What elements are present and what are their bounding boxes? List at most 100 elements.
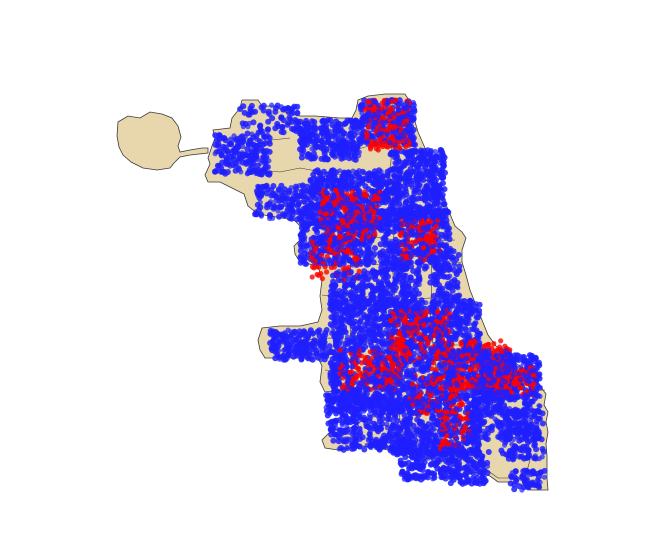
incident-point	[372, 422, 379, 429]
incident-point	[305, 151, 312, 158]
incident-point	[252, 108, 259, 115]
incident-point	[215, 141, 222, 148]
incident-point	[426, 195, 433, 202]
incident-point	[329, 297, 336, 304]
incident-point	[378, 339, 385, 346]
incident-point	[343, 364, 350, 371]
incident-point	[247, 137, 254, 144]
incident-point	[371, 245, 378, 252]
incident-point	[368, 403, 375, 410]
incident-point	[456, 263, 463, 270]
incident-point	[344, 341, 351, 347]
incident-point	[435, 287, 442, 294]
incident-point	[341, 130, 348, 137]
incident-point	[284, 121, 291, 128]
incident-point	[488, 424, 495, 431]
incident-point	[326, 343, 333, 350]
incident-point	[365, 177, 372, 184]
incident-point	[382, 241, 389, 248]
incident-point	[348, 182, 354, 189]
incident-point	[289, 208, 296, 215]
incident-point	[398, 387, 405, 394]
incident-point	[323, 327, 330, 333]
incident-point	[420, 188, 427, 195]
incident-point	[440, 201, 447, 208]
incident-point	[221, 135, 228, 142]
incident-point	[328, 314, 335, 321]
incident-point	[336, 329, 343, 336]
incident-point	[366, 170, 373, 177]
incident-point	[303, 137, 310, 143]
incident-point	[330, 367, 337, 373]
incident-point	[467, 298, 473, 304]
incident-point	[401, 412, 408, 418]
incident-point	[289, 125, 295, 132]
incident-point	[327, 305, 334, 312]
incident-point	[484, 409, 491, 416]
incident-point	[407, 443, 414, 450]
incident-point	[280, 352, 287, 359]
incident-point	[290, 353, 297, 360]
incident-point	[349, 323, 356, 330]
incident-point	[286, 189, 292, 196]
incident-point	[361, 446, 368, 453]
incident-point	[392, 412, 399, 419]
incident-point	[336, 417, 343, 424]
incident-point	[397, 268, 404, 275]
incident-point	[248, 102, 255, 109]
incident-point	[309, 346, 316, 353]
incident-point	[250, 119, 257, 126]
incident-point	[265, 118, 272, 125]
incident-point	[294, 103, 301, 110]
incident-point	[330, 278, 337, 285]
incident-point	[350, 278, 357, 285]
incident-point	[288, 107, 295, 114]
incident-point	[266, 148, 273, 155]
incident-point	[240, 103, 247, 110]
incident-point	[216, 162, 223, 169]
ohare-region	[116, 111, 209, 171]
incident-point	[413, 270, 420, 277]
incident-point	[279, 124, 286, 130]
incident-point	[278, 182, 285, 189]
incident-point	[274, 120, 281, 127]
incident-point	[303, 242, 310, 249]
incident-point	[332, 124, 339, 131]
incident-point	[253, 146, 260, 153]
incident-point	[425, 431, 432, 438]
incident-point	[280, 117, 287, 124]
incident-point	[333, 118, 340, 125]
incident-point	[362, 183, 369, 190]
incident-point	[485, 449, 492, 455]
incident-point	[349, 145, 356, 152]
incident-point	[449, 302, 456, 309]
incident-point	[356, 247, 363, 254]
incident-point	[407, 300, 414, 306]
incident-point	[296, 200, 303, 206]
incident-point	[434, 256, 441, 263]
incident-point	[308, 340, 315, 347]
incident-point	[405, 197, 412, 204]
incident-point	[216, 132, 223, 139]
incident-point	[260, 107, 267, 114]
incident-point	[315, 197, 322, 204]
incident-point	[212, 132, 219, 139]
incident-point	[420, 177, 427, 183]
incident-point	[473, 314, 480, 321]
incident-point	[295, 335, 302, 342]
incident-point	[376, 424, 383, 431]
incident-point	[341, 272, 348, 279]
incident-point	[280, 129, 287, 136]
incident-point	[292, 339, 299, 346]
incident-point	[424, 184, 431, 191]
incident-point	[346, 256, 353, 263]
incident-point	[353, 185, 360, 192]
incident-point	[262, 140, 269, 146]
incident-point	[349, 441, 355, 448]
incident-point	[213, 168, 220, 174]
incident-point	[365, 436, 372, 443]
incident-point	[400, 293, 407, 300]
incident-point	[260, 102, 267, 109]
incident-point	[330, 437, 337, 444]
incident-point	[476, 307, 483, 314]
